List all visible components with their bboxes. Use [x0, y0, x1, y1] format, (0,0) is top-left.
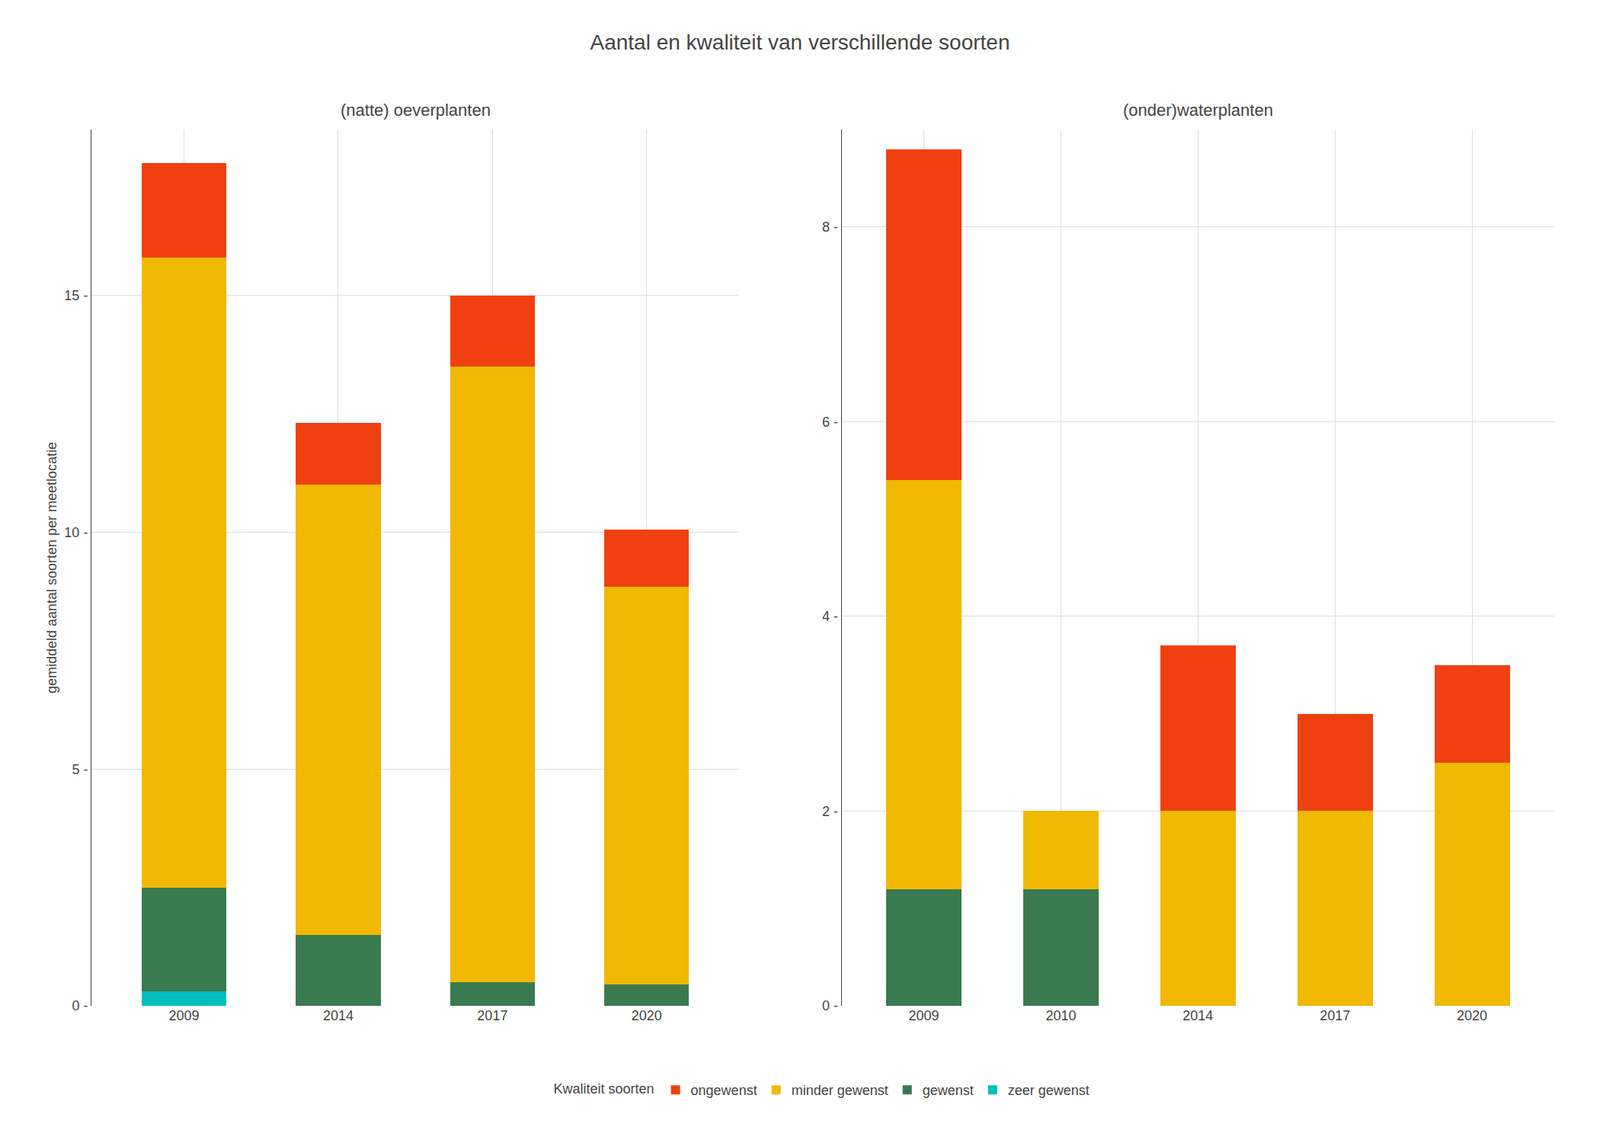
svg-text:Kwaliteit soorten: Kwaliteit soorten [553, 1081, 655, 1097]
svg-text:ongewenst: ongewenst [691, 1082, 758, 1098]
svg-text:0 -: 0 - [71, 998, 88, 1014]
svg-text:2014: 2014 [323, 1008, 354, 1024]
svg-text:2010: 2010 [1045, 1008, 1076, 1024]
svg-text:Aantal en kwaliteit van versch: Aantal en kwaliteit van verschillende so… [590, 30, 1011, 55]
svg-text:2009: 2009 [908, 1008, 940, 1024]
svg-text:4 -: 4 - [822, 608, 839, 624]
svg-text:gemiddeld aantal soorten per m: gemiddeld aantal soorten per meetlocatie [44, 441, 60, 694]
svg-text:5 -: 5 - [71, 761, 88, 777]
svg-text:2 -: 2 - [822, 803, 839, 820]
svg-text:2014: 2014 [1182, 1008, 1213, 1024]
svg-text:2017: 2017 [1319, 1008, 1351, 1024]
svg-text:2017: 2017 [476, 1008, 508, 1024]
svg-text:zeer gewenst: zeer gewenst [1008, 1082, 1090, 1098]
svg-text:10 -: 10 - [64, 524, 88, 541]
svg-text:15 -: 15 - [64, 288, 88, 304]
svg-text:2020: 2020 [1456, 1008, 1488, 1024]
svg-text:0 -: 0 - [822, 998, 839, 1014]
svg-text:gewenst: gewenst [922, 1082, 974, 1098]
svg-text:8 -: 8 - [822, 219, 839, 235]
svg-text:minder gewenst: minder gewenst [791, 1082, 889, 1098]
svg-text:(natte) oeverplanten: (natte) oeverplanten [340, 100, 491, 120]
svg-text:(onder)waterplanten: (onder)waterplanten [1123, 100, 1274, 120]
svg-text:2009: 2009 [168, 1008, 199, 1024]
svg-text:2020: 2020 [631, 1008, 663, 1024]
svg-text:6 -: 6 - [822, 414, 839, 430]
